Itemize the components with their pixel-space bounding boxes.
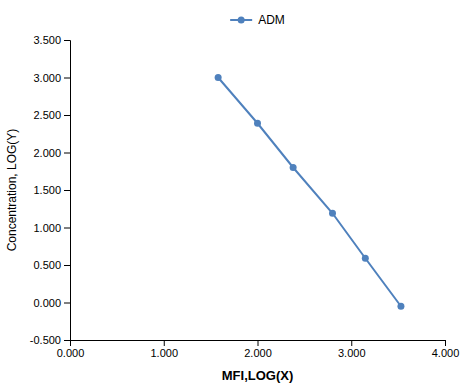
line [218,78,401,307]
y-tick-mark [64,153,70,154]
y-tick-mark [64,115,70,116]
y-tick-mark [64,78,70,79]
x-tick-label: 3.000 [338,347,366,359]
y-tick: 2.500 [33,109,70,121]
marker [290,164,297,171]
y-tick: 3.500 [33,34,70,46]
y-tick-mark [64,228,70,229]
y-tick-label: 1.500 [33,184,61,196]
y-tick-label: 0.500 [33,259,61,271]
y-tick-label: 3.500 [33,34,61,46]
y-tick-label: 3.000 [33,72,61,84]
plot: 0.0001.0002.0003.0004.000-0.5000.0000.50… [30,34,459,359]
legend-label: ADM [258,13,285,27]
marker [254,120,261,127]
marker [362,255,369,262]
x-axis: 0.000 1.000 2.000 3.000 4.000 [57,340,460,359]
y-tick-label: 0.000 [33,297,61,309]
marks [215,74,405,310]
legend-item: ADM [230,13,285,27]
x-tick-label: 2.000 [244,347,272,359]
y-axis-title: Concentration, LOG(Y) [5,129,19,252]
y-tick-label: -0.500 [30,334,61,346]
x-tick-mark [164,340,165,346]
x-tick: 3.000 [338,340,366,359]
legend-marker [238,17,245,24]
x-tick-mark [351,340,352,346]
chart: 0.0001.0002.0003.0004.000-0.5000.0000.50… [0,0,469,392]
y-tick-label: 2.000 [33,147,61,159]
y-axis-line [64,41,71,341]
x-tick-mark [258,340,259,346]
x-tick-label: 1.000 [150,347,178,359]
x-axis-title: MFI,LOG(X) [222,368,294,383]
x-tick-mark [445,340,446,346]
y-tick: 1.000 [33,222,70,234]
marker [397,303,404,310]
y-axis: -0.500 0.000 0.500 1.000 1.500 2.000 2.500 3.00… [30,34,71,346]
marker [215,74,222,81]
y-tick-label: 1.000 [33,222,61,234]
legend: ADM [230,13,285,27]
x-tick: 4.000 [432,340,460,359]
y-tick-mark [64,265,70,266]
y-tick: 3.000 [33,72,70,84]
y-tick-label: 2.500 [33,109,61,121]
x-tick-label: 0.000 [57,347,85,359]
y-tick-mark [64,190,70,191]
x-tick: 1.000 [150,340,178,359]
y-tick: -0.500 [30,334,70,346]
y-tick-mark [64,340,70,341]
y-tick: 0.000 [33,297,70,309]
x-tick-label: 4.000 [432,347,460,359]
y-tick-mark [64,303,70,304]
y-tick-mark [64,40,70,41]
y-tick: 1.500 [33,184,70,196]
marker [329,210,336,217]
x-axis-line [71,341,446,347]
y-tick: 2.000 [33,147,70,159]
y-tick: 0.500 [33,259,70,271]
x-tick: 2.000 [244,340,272,359]
